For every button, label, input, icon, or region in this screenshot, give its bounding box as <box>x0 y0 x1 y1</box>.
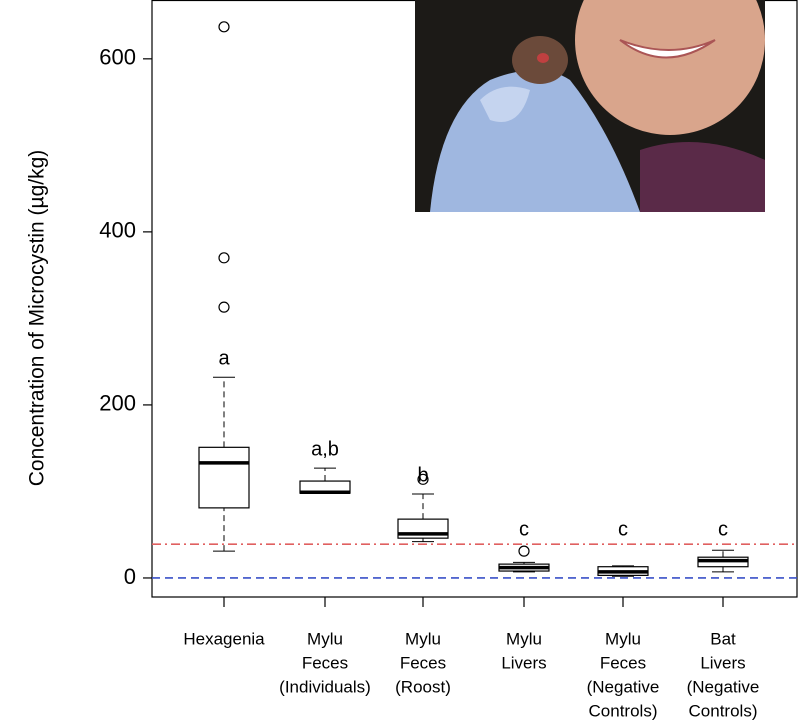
y-tick-label: 0 <box>124 564 136 589</box>
outlier <box>219 22 229 32</box>
x-tick-label: (Negative <box>687 677 760 696</box>
x-tick-label: Feces <box>302 653 348 672</box>
x-tick-label: Controls) <box>589 701 658 720</box>
x-tick-label: Feces <box>600 653 646 672</box>
y-tick-label: 400 <box>99 218 136 243</box>
x-tick-label: Mylu <box>506 629 542 648</box>
box <box>199 447 249 508</box>
x-tick-label: Mylu <box>605 629 641 648</box>
x-tick-label: (Roost) <box>395 677 451 696</box>
outlier <box>519 546 529 556</box>
chart: Concentration of Microcystin (µg/kg) 0 20… <box>0 0 807 728</box>
x-tick-label: Feces <box>400 653 446 672</box>
y-tick-label: 600 <box>99 45 136 70</box>
y-tick-label: 200 <box>99 391 136 416</box>
x-tick-label: Bat <box>710 629 736 648</box>
significance-letter: c <box>618 518 628 540</box>
outlier <box>219 253 229 263</box>
x-tick-label: Livers <box>700 653 745 672</box>
significance-letter: c <box>519 518 529 540</box>
outlier <box>219 302 229 312</box>
x-tick-label: Hexagenia <box>183 629 265 648</box>
x-tick-label: Mylu <box>307 629 343 648</box>
significance-letter: b <box>417 464 428 486</box>
photo-inset <box>415 0 765 212</box>
significance-letter: a <box>218 348 230 370</box>
x-tick-label: (Individuals) <box>279 677 371 696</box>
y-axis-label: Concentration of Microcystin (µg/kg) <box>26 150 49 487</box>
x-tick-label: (Negative <box>587 677 660 696</box>
significance-letter: a,b <box>311 438 339 460</box>
x-tick-label: Livers <box>501 653 546 672</box>
significance-letter: c <box>718 518 728 540</box>
x-tick-label: Mylu <box>405 629 441 648</box>
x-tick-label: Controls) <box>689 701 758 720</box>
